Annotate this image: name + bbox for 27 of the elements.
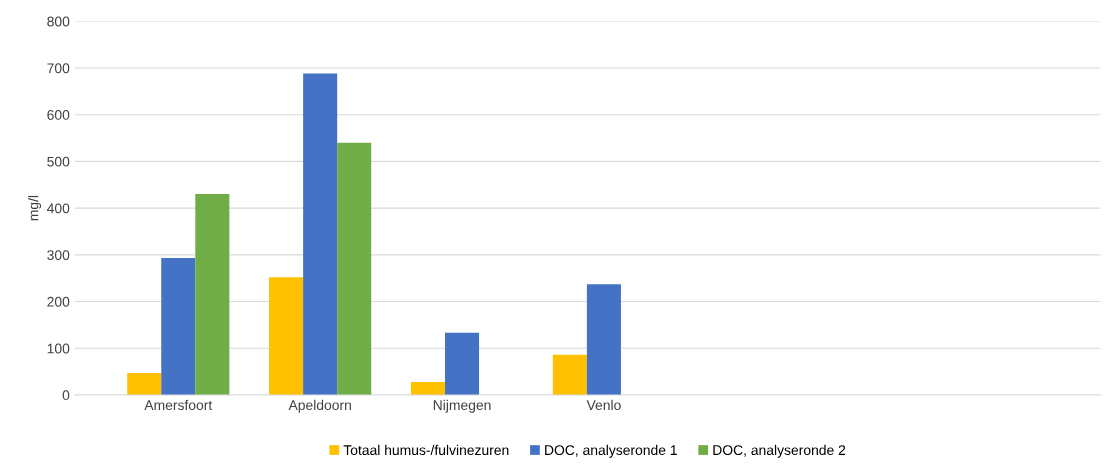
y-tick-label: 0 — [62, 390, 70, 401]
x-tick-label: Amersfoort — [144, 399, 213, 411]
bar — [127, 373, 162, 395]
bar — [586, 284, 621, 395]
bar — [195, 194, 230, 395]
bar — [445, 332, 480, 395]
legend-label: DOC, analyseronde 1 — [545, 444, 677, 458]
bar — [303, 73, 338, 395]
legend-label: Totaal humus-/fulvinezuren — [343, 444, 509, 456]
y-tick-label: 800 — [47, 16, 70, 27]
bar — [552, 354, 587, 395]
x-tick-label: Venlo — [586, 399, 621, 411]
bar — [161, 258, 196, 395]
y-tick-label: 100 — [47, 343, 70, 354]
bar — [410, 381, 446, 395]
y-tick-label: 200 — [47, 296, 70, 307]
y-tick-label: 700 — [47, 63, 70, 74]
y-tick-label: 500 — [47, 156, 70, 167]
y-axis-title: mg/l — [28, 195, 42, 221]
bar — [337, 142, 372, 395]
y-tick-label: 400 — [46, 203, 70, 214]
y-tick-label: 600 — [47, 110, 70, 120]
bar — [269, 277, 304, 395]
x-tick-label: Apeldoorn — [288, 399, 351, 413]
x-tick-label: Nijmegen — [433, 399, 491, 413]
legend-label: DOC, analyseronde 2 — [713, 444, 846, 458]
y-tick-label: 300 — [47, 250, 70, 260]
